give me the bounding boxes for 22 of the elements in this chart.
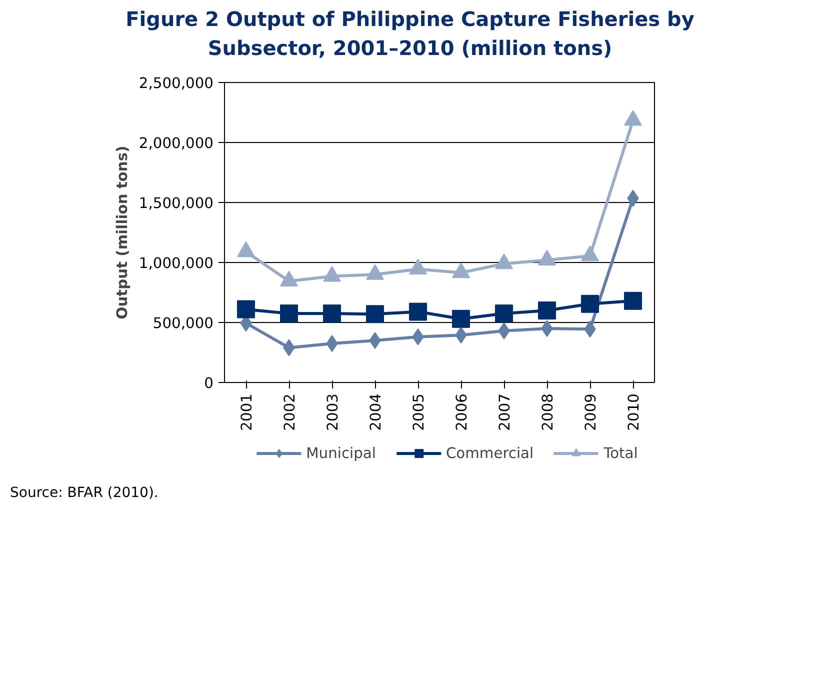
x-tick-label: 2002: [282, 394, 298, 431]
x-tick-label: 2007: [496, 394, 514, 431]
source-note: Source: BFAR (2010).: [10, 484, 158, 504]
chart-title: Figure 2 Output of Philippine Capture Fisheries by Subsector, 2001–2010 (million tons): [124, 6, 696, 62]
y-tick-label: 2,000,000: [138, 135, 214, 152]
legend-label: Total: [604, 444, 638, 462]
x-tick-label: 2010: [626, 394, 642, 431]
x-tick-label: 2001: [238, 394, 256, 431]
y-tick-label: 0: [204, 375, 214, 392]
x-tick-label: 2004: [368, 394, 384, 431]
legend-label: Municipal: [306, 444, 376, 462]
y-tick-label: 1,000,000: [138, 255, 214, 272]
x-tick-label: 2008: [540, 394, 556, 431]
x-tick-label: 2003: [324, 394, 342, 431]
x-tick-label: 2009: [582, 394, 600, 431]
x-tick-label: 2005: [410, 394, 428, 431]
y-tick-label: 2,500,000: [138, 75, 214, 92]
y-tick-label: 1,500,000: [138, 195, 214, 212]
x-tick-label: 2006: [454, 394, 470, 431]
y-axis-title: Output (million tons): [114, 146, 131, 320]
y-tick-label: 500,000: [152, 315, 214, 332]
legend-label: Commercial: [446, 444, 534, 462]
